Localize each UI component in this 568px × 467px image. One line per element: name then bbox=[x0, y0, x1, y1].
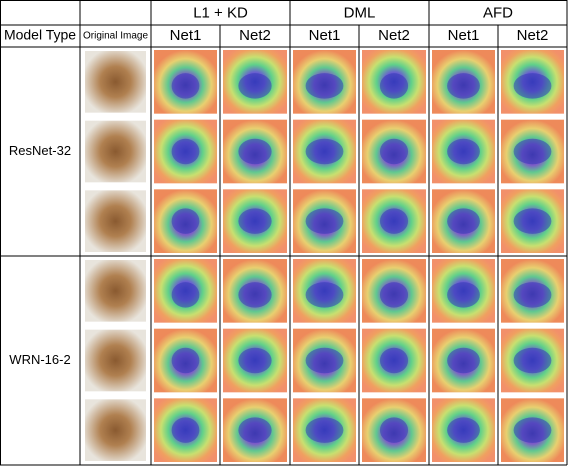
heatmap bbox=[223, 259, 287, 323]
heatmap bbox=[501, 189, 564, 253]
heatmap-focus bbox=[379, 347, 409, 374]
heatmap-focus bbox=[447, 347, 480, 374]
heatmap bbox=[154, 398, 217, 462]
original-image bbox=[85, 51, 146, 113]
heatmap-focus bbox=[447, 138, 480, 165]
row-group-label: ResNet-32 bbox=[9, 143, 71, 158]
original-image bbox=[85, 329, 146, 392]
heatmap-focus bbox=[171, 347, 200, 374]
image-frame bbox=[85, 260, 146, 322]
heatmap-focus bbox=[513, 73, 552, 99]
heatmap bbox=[362, 398, 426, 462]
heatmap bbox=[432, 398, 495, 462]
heatmap bbox=[154, 189, 217, 253]
row-header: Model Type bbox=[4, 27, 76, 43]
group-header: DML bbox=[344, 4, 376, 21]
heatmap-focus bbox=[238, 208, 272, 234]
heatmap-focus bbox=[513, 208, 552, 234]
original-image bbox=[85, 399, 146, 461]
net-header: Net1 bbox=[309, 27, 341, 44]
image-header: Original Image bbox=[83, 31, 148, 42]
net-header: Net1 bbox=[170, 27, 202, 44]
heatmap-focus bbox=[379, 138, 409, 165]
heatmap-focus bbox=[171, 417, 200, 443]
group-header: AFD bbox=[483, 4, 513, 21]
heatmap-focus bbox=[379, 417, 409, 443]
heatmap-focus bbox=[238, 417, 272, 443]
heatmap-focus bbox=[305, 282, 344, 308]
heatmap-focus bbox=[379, 208, 409, 234]
heatmap bbox=[362, 259, 426, 323]
heatmap bbox=[293, 398, 356, 462]
heatmap-focus bbox=[305, 347, 344, 374]
heatmap bbox=[501, 119, 564, 184]
heatmap-focus bbox=[305, 73, 344, 99]
heatmap bbox=[154, 50, 217, 114]
heatmap-focus bbox=[447, 208, 480, 234]
heatmap bbox=[501, 328, 564, 393]
heatmap bbox=[293, 119, 356, 184]
heatmap-focus bbox=[305, 138, 344, 165]
heatmap-focus bbox=[238, 282, 272, 308]
heatmap bbox=[223, 119, 287, 184]
heatmap bbox=[432, 189, 495, 253]
original-image bbox=[85, 190, 146, 252]
heatmap bbox=[432, 50, 495, 114]
heatmap bbox=[501, 398, 564, 462]
heatmap bbox=[432, 259, 495, 323]
heatmap bbox=[223, 50, 287, 114]
heatmap-focus bbox=[513, 417, 552, 443]
heatmap bbox=[432, 119, 495, 184]
heatmap bbox=[362, 189, 426, 253]
heatmap bbox=[223, 189, 287, 253]
heatmap-focus bbox=[447, 282, 480, 308]
heatmap-focus bbox=[305, 208, 344, 234]
heatmap bbox=[154, 328, 217, 393]
image-frame bbox=[85, 329, 146, 392]
heatmap bbox=[501, 259, 564, 323]
heatmap-focus bbox=[305, 417, 344, 443]
heatmap-focus bbox=[513, 282, 552, 308]
heatmap bbox=[293, 328, 356, 393]
net-header: Net1 bbox=[448, 27, 480, 44]
heatmap bbox=[362, 328, 426, 393]
heatmap bbox=[432, 328, 495, 393]
heatmap-focus bbox=[238, 347, 272, 374]
net-header: Net2 bbox=[517, 27, 549, 44]
heatmap-focus bbox=[171, 73, 200, 99]
image-frame bbox=[85, 399, 146, 461]
heatmap-focus bbox=[171, 138, 200, 165]
heatmap bbox=[293, 50, 356, 114]
net-header: Net2 bbox=[239, 27, 271, 44]
net-header: Net2 bbox=[378, 27, 410, 44]
image-frame bbox=[85, 120, 146, 183]
original-image bbox=[85, 120, 146, 183]
heatmap bbox=[154, 119, 217, 184]
image-frame bbox=[85, 190, 146, 252]
heatmap bbox=[362, 50, 426, 114]
heatmap-focus bbox=[447, 73, 480, 99]
heatmap-focus bbox=[238, 138, 272, 165]
heatmap-focus bbox=[171, 208, 200, 234]
heatmap-focus bbox=[513, 138, 552, 165]
heatmap-focus bbox=[379, 73, 409, 99]
heatmap bbox=[154, 259, 217, 323]
heatmap bbox=[293, 189, 356, 253]
original-image bbox=[85, 260, 146, 322]
heatmap bbox=[293, 259, 356, 323]
heatmap bbox=[362, 119, 426, 184]
heatmap-focus bbox=[379, 282, 409, 308]
row-group-label: WRN-16-2 bbox=[9, 352, 70, 367]
group-header: L1 + KD bbox=[193, 4, 248, 21]
heatmap-focus bbox=[513, 347, 552, 374]
heatmap bbox=[223, 328, 287, 393]
heatmap-focus bbox=[447, 417, 480, 443]
heatmap-focus bbox=[171, 282, 200, 308]
heatmap-focus bbox=[238, 73, 272, 99]
image-frame bbox=[85, 51, 146, 113]
heatmap bbox=[501, 50, 564, 114]
heatmap bbox=[223, 398, 287, 462]
